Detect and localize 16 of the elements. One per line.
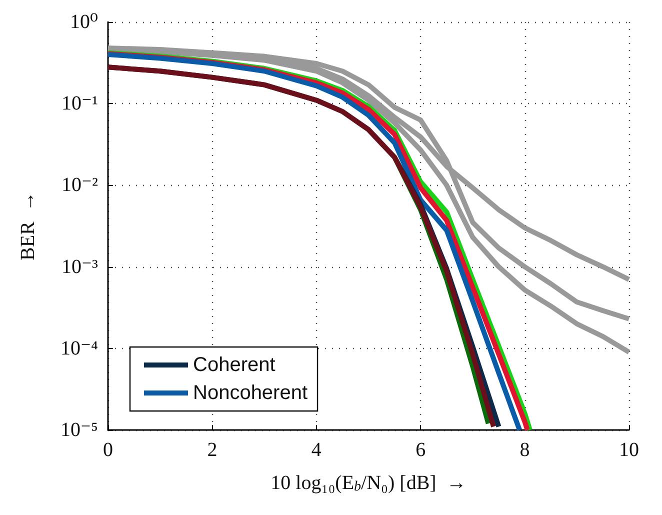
y-tick-label: 10⁻⁴: [60, 337, 98, 360]
legend-label: Coherent: [193, 354, 276, 376]
legend-label: Noncoherent: [193, 382, 308, 404]
x-tick-label: 8: [520, 439, 530, 461]
x-axis-title: 10 log₁₀(Eb/N₀) [dB] →: [270, 472, 466, 494]
x-tick-label: 6: [416, 439, 426, 461]
x-tick-label: 2: [207, 439, 218, 461]
y-tick-label: 10⁻⁵: [60, 419, 98, 441]
y-axis-title: BER →: [17, 192, 39, 260]
y-tick-label: 10⁻¹: [61, 92, 98, 115]
x-tick-label: 10: [619, 439, 639, 461]
y-tick-label: 10⁻³: [61, 256, 98, 278]
x-tick-label: 4: [311, 439, 322, 461]
x-tick-label: 0: [103, 439, 113, 461]
y-tick-label: 10⁰: [70, 11, 98, 33]
y-tick-label: 10⁻²: [61, 174, 98, 196]
